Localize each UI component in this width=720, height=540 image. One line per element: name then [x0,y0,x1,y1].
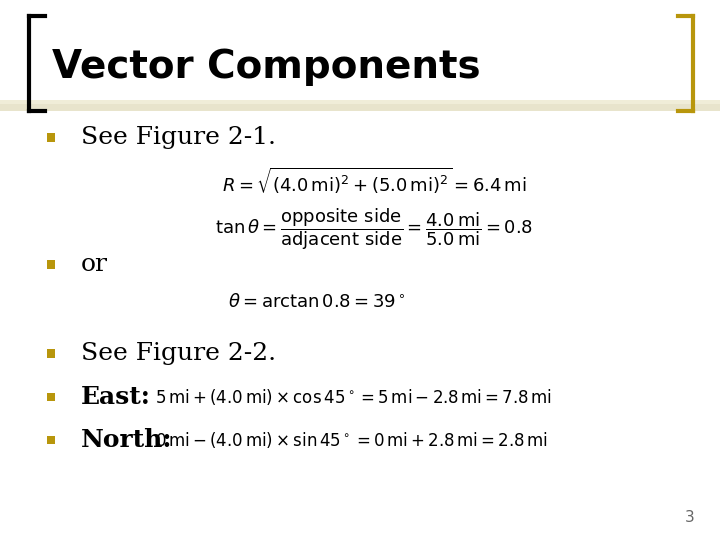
Text: See Figure 2-2.: See Figure 2-2. [81,342,276,365]
Text: $0\,\mathrm{mi} - (4.0\,\mathrm{mi}) \times \sin 45^\circ = 0\,\mathrm{mi} + 2.8: $0\,\mathrm{mi} - (4.0\,\mathrm{mi}) \ti… [155,430,547,450]
Bar [47,393,55,401]
Text: $\theta = \arctan 0.8 = 39^\circ$: $\theta = \arctan 0.8 = 39^\circ$ [228,293,405,312]
Text: or: or [81,253,108,276]
Text: North:: North: [81,428,172,452]
Text: $\tan\theta = \dfrac{\mathrm{opposite\ side}}{\mathrm{adjacent\ side}} = \dfrac{: $\tan\theta = \dfrac{\mathrm{opposite\ s… [215,207,534,252]
Text: Vector Components: Vector Components [52,49,480,86]
Text: $R = \sqrt{(4.0\,\mathrm{mi})^2 + (5.0\,\mathrm{mi})^2} = 6.4\,\mathrm{mi}$: $R = \sqrt{(4.0\,\mathrm{mi})^2 + (5.0\,… [222,166,527,196]
Text: See Figure 2-1.: See Figure 2-1. [81,126,276,149]
Bar [47,260,55,269]
Bar [0,100,720,104]
Bar [0,104,720,111]
Bar [47,349,55,358]
Bar [47,436,55,444]
Bar [47,133,55,142]
Text: 3: 3 [685,510,695,525]
Text: East:: East: [81,385,150,409]
Text: $5\,\mathrm{mi} + (4.0\,\mathrm{mi}) \times \cos 45^\circ = 5\,\mathrm{mi} - 2.8: $5\,\mathrm{mi} + (4.0\,\mathrm{mi}) \ti… [155,387,552,407]
